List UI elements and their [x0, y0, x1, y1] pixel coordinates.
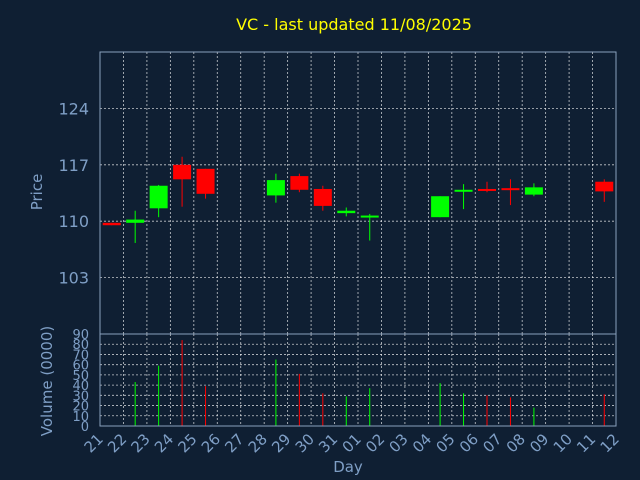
x-tick-label: 10 — [550, 430, 576, 456]
x-tick-label: 30 — [292, 430, 318, 456]
x-tick-label: 31 — [315, 430, 341, 456]
x-tick-label: 25 — [174, 430, 200, 456]
x-tick-label: 28 — [245, 430, 271, 456]
x-tick-label: 07 — [479, 430, 505, 456]
volume-plot-frame — [99, 333, 617, 427]
x-tick-label: 11 — [573, 430, 599, 456]
candle-body — [431, 196, 450, 218]
x-tick-label: 09 — [526, 430, 552, 456]
x-tick-label: 04 — [409, 430, 435, 456]
candle-body — [478, 188, 496, 191]
y-tick-label: 103 — [58, 269, 89, 288]
x-tick-label: 29 — [268, 430, 294, 456]
x-tick-label: 01 — [339, 430, 365, 456]
candle-body — [196, 168, 215, 194]
x-tick-label: 27 — [221, 430, 247, 456]
x-axis-label: Day — [333, 458, 363, 476]
volume-tick-label: 40 — [72, 379, 89, 394]
x-tick-label: 05 — [432, 430, 458, 456]
volume-tick-label: 20 — [72, 400, 89, 415]
price-panel — [102, 156, 614, 243]
y-tick-label: 117 — [58, 156, 89, 175]
x-tick-label: 03 — [386, 430, 412, 456]
candle-body — [524, 187, 543, 195]
candle-body — [173, 164, 192, 180]
candle-body — [595, 181, 614, 192]
volume-tick-label: 50 — [72, 369, 89, 384]
candle-body — [501, 188, 520, 191]
volume-tick-label: 30 — [72, 389, 89, 404]
candle-body — [126, 219, 145, 223]
candle-body — [360, 215, 379, 218]
x-tick-label: 12 — [597, 430, 623, 456]
x-tick-label: 08 — [503, 430, 529, 456]
x-tick-label: 23 — [128, 430, 154, 456]
candle-body — [337, 210, 356, 214]
candle-body — [454, 189, 473, 192]
volume-tick-label: 60 — [72, 359, 89, 374]
candle-body — [149, 185, 168, 209]
volume-tick-label: 70 — [72, 348, 89, 363]
x-tick-label: 02 — [362, 430, 388, 456]
volume-panel — [134, 340, 605, 426]
x-tick-label: 24 — [151, 430, 177, 456]
x-tick-label: 26 — [198, 430, 224, 456]
volume-tick-label: 80 — [72, 338, 89, 353]
y-tick-label: 124 — [58, 99, 89, 118]
candle-body — [102, 222, 121, 226]
candle-body — [266, 180, 285, 196]
y-tick-label: 110 — [58, 212, 89, 231]
x-tick-label: 06 — [456, 430, 482, 456]
chart-title: VC - last updated 11/08/2025 — [236, 15, 472, 34]
x-tick-label: 22 — [104, 430, 130, 456]
candle-body — [290, 176, 309, 190]
grid-layer — [100, 52, 616, 426]
volume-tick-label: 10 — [72, 410, 89, 425]
candle-body — [313, 188, 332, 206]
volume-axis-label: Volume (0000) — [38, 326, 56, 436]
volume-tick-label: 90 — [72, 328, 89, 343]
volume-tick-label: 0 — [81, 420, 89, 435]
y-axis-label: Price — [28, 174, 46, 211]
